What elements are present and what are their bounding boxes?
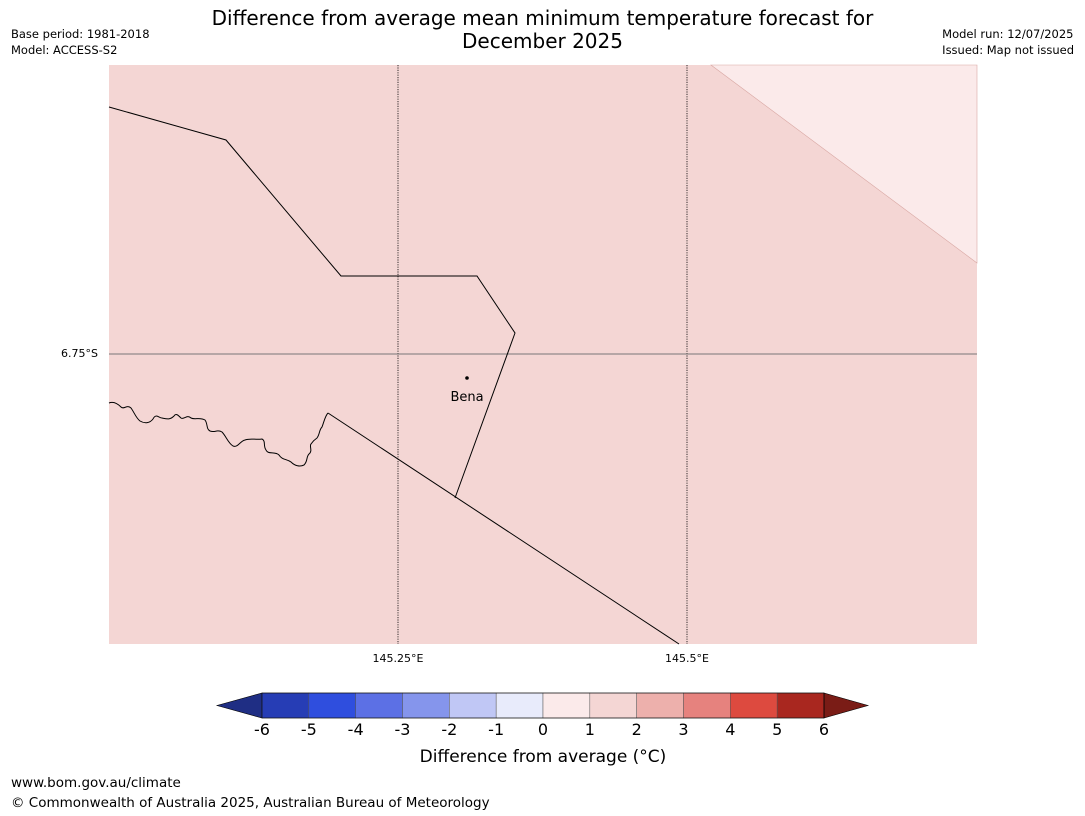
meta-right: Model run: 12/07/2025 Issued: Map not is…: [942, 26, 1074, 58]
colorbar-tick-label: -1: [488, 720, 505, 739]
colorbar-segment: [449, 692, 497, 719]
province-boundary-wiggly: [108, 401, 329, 467]
longitude-label-2: 145.5°E: [665, 652, 709, 665]
meta-left: Base period: 1981-2018 Model: ACCESS-S2: [11, 26, 150, 58]
colorbar-segment: [402, 692, 450, 719]
latitude-label: 6.75°S: [61, 347, 98, 360]
colorbar-arrow-low: [215, 692, 263, 719]
colorbar-segment: [589, 692, 637, 719]
colorbar-segment: [730, 692, 778, 719]
colorbar-arrow-high: [823, 692, 870, 719]
model-run: Model run: 12/07/2025: [942, 27, 1074, 41]
title-line-2: December 2025: [462, 29, 623, 53]
map-corner-region: [710, 64, 978, 264]
colorbar-segment: [636, 692, 684, 719]
colorbar-segments: [215, 692, 870, 719]
colorbar-title: Difference from average (°C): [419, 747, 667, 767]
colorbar-segment: [776, 692, 825, 719]
colorbar-tick-label: -4: [347, 720, 364, 739]
title-line-1: Difference from average mean minimum tem…: [211, 6, 874, 30]
footer-url: www.bom.gov.au/climate: [11, 775, 181, 791]
colorbar-tick-label: 0: [537, 720, 549, 739]
colorbar-segment: [261, 692, 310, 719]
forecast-map: Bena: [108, 64, 978, 645]
issued-status: Issued: Map not issued: [942, 43, 1074, 57]
colorbar: [215, 692, 870, 719]
footer-copyright: © Commonwealth of Australia 2025, Austra…: [11, 795, 490, 811]
map-title: Difference from average mean minimum tem…: [170, 7, 915, 53]
model-name: Model: ACCESS-S2: [11, 43, 118, 57]
colorbar-outline: [261, 692, 825, 719]
colorbar-segment: [495, 692, 544, 719]
colorbar-tick-label: -5: [300, 720, 317, 739]
colorbar-tick-label: 1: [584, 720, 595, 739]
colorbar-tick-label: -2: [441, 720, 458, 739]
colorbar-segment: [542, 692, 591, 719]
place-label-bena: Bena: [450, 390, 483, 405]
longitude-label-1: 145.25°E: [372, 652, 424, 665]
colorbar-tick-label: -6: [254, 720, 270, 739]
colorbar-segment: [355, 692, 403, 719]
colorbar-segment: [683, 692, 731, 719]
colorbar-tick-label: 3: [678, 720, 689, 739]
colorbar-tick-label: -3: [394, 720, 411, 739]
location-dot-icon: [465, 376, 469, 380]
province-boundary-upper: [108, 106, 516, 499]
colorbar-tick-label: 6: [818, 720, 830, 739]
colorbar-tick-label: 4: [725, 720, 736, 739]
colorbar-tick-label: 2: [631, 720, 642, 739]
colorbar-segment: [308, 692, 356, 719]
base-period: Base period: 1981-2018: [11, 27, 150, 41]
province-boundary-lower: [327, 412, 680, 645]
colorbar-tick-label: 5: [772, 720, 783, 739]
